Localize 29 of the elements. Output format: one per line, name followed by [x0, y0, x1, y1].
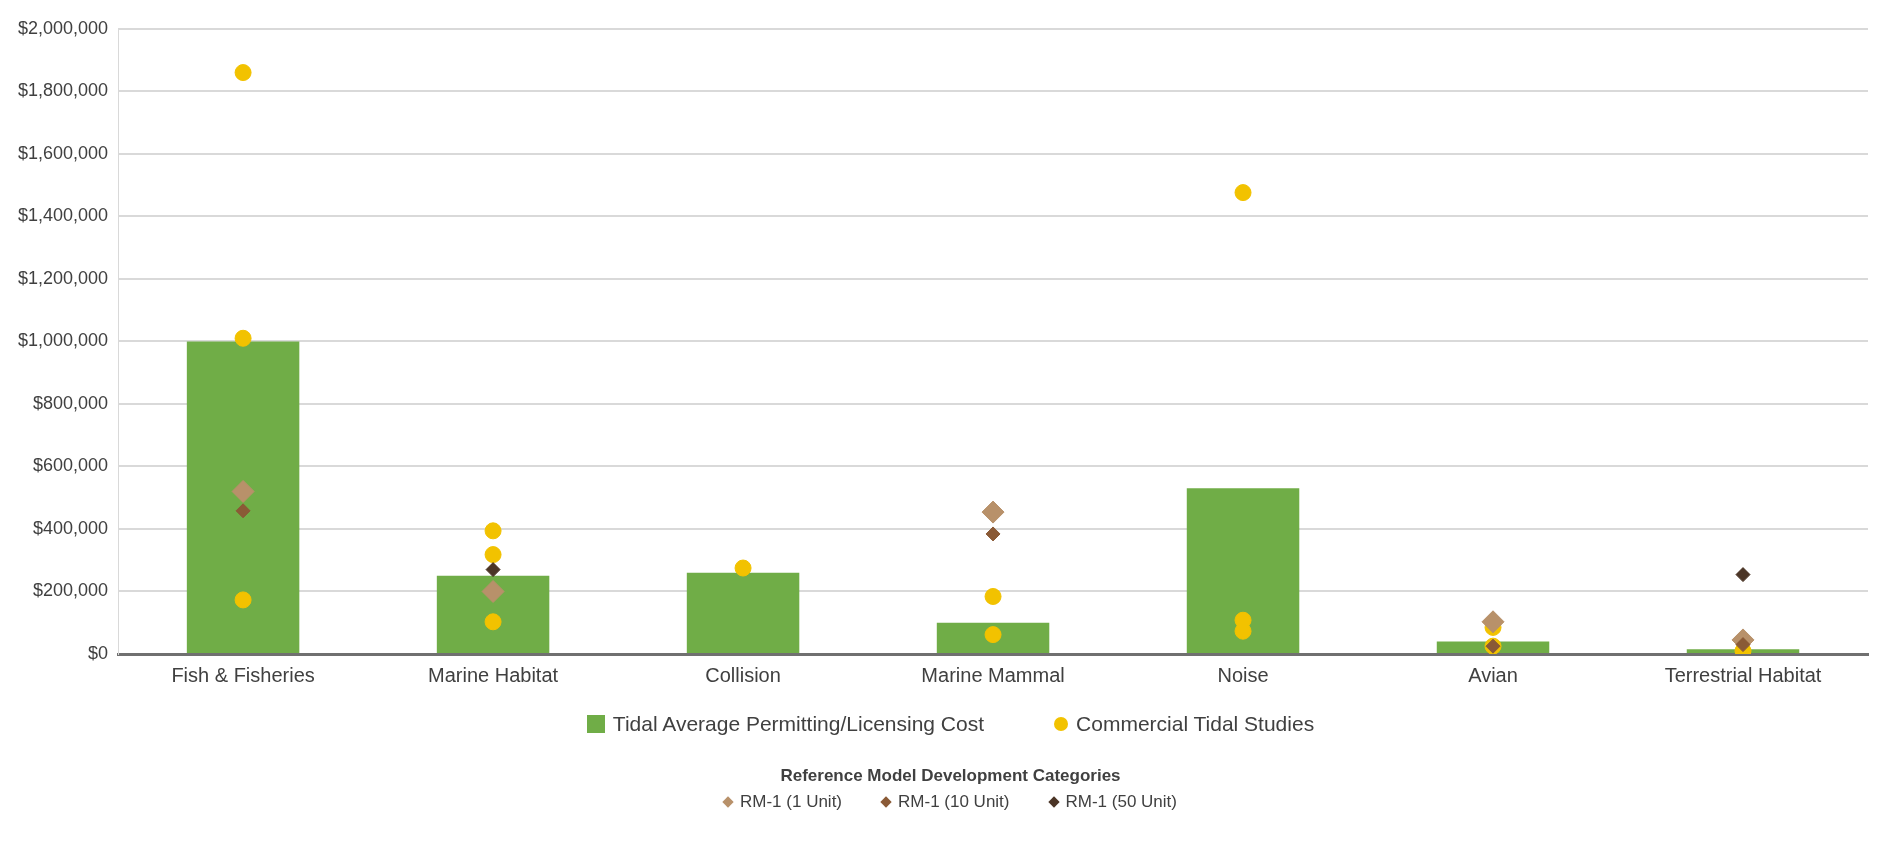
x-tick-label: Avian — [1468, 663, 1518, 686]
y-tick-label: $2,000,000 — [17, 17, 109, 38]
x-tick-label: Fish & Fisheries — [171, 663, 315, 686]
legend-label: RM-1 (50 Unit) — [1065, 792, 1177, 812]
y-tick-label: $400,000 — [33, 517, 109, 538]
y-tick-label: $0 — [88, 642, 109, 663]
y-tick-label: $1,400,000 — [17, 205, 109, 226]
legend-label: Tidal Average Permitting/Licensing Cost — [612, 712, 985, 736]
y-tick-label: $1,000,000 — [17, 330, 109, 351]
x-tick-label: Terrestrial Habitat — [1664, 663, 1822, 686]
bar — [686, 572, 800, 653]
y-tick-label: $800,000 — [33, 392, 109, 413]
bar — [936, 622, 1050, 653]
y-tick-label: $200,000 — [33, 580, 109, 601]
bar — [186, 341, 300, 653]
x-tick-label: Collision — [705, 663, 781, 686]
bar — [436, 575, 550, 653]
legend-title: Reference Model Development Categories — [779, 766, 1122, 786]
y-tick-label: $1,600,000 — [17, 142, 109, 163]
bar — [1186, 488, 1300, 653]
legend-label: RM-1 (1 Unit) — [740, 792, 843, 812]
y-tick-label: $600,000 — [33, 455, 109, 476]
y-tick-label: $1,200,000 — [17, 267, 109, 288]
y-tick-label: $1,800,000 — [17, 80, 109, 101]
legend-label: RM-1 (10 Unit) — [898, 792, 1010, 812]
legend-label: Commercial Tidal Studies — [1076, 712, 1315, 736]
x-tick-label: Marine Mammal — [921, 663, 1065, 686]
x-tick-label: Marine Habitat — [428, 663, 559, 686]
x-tick-label: Noise — [1217, 663, 1269, 686]
